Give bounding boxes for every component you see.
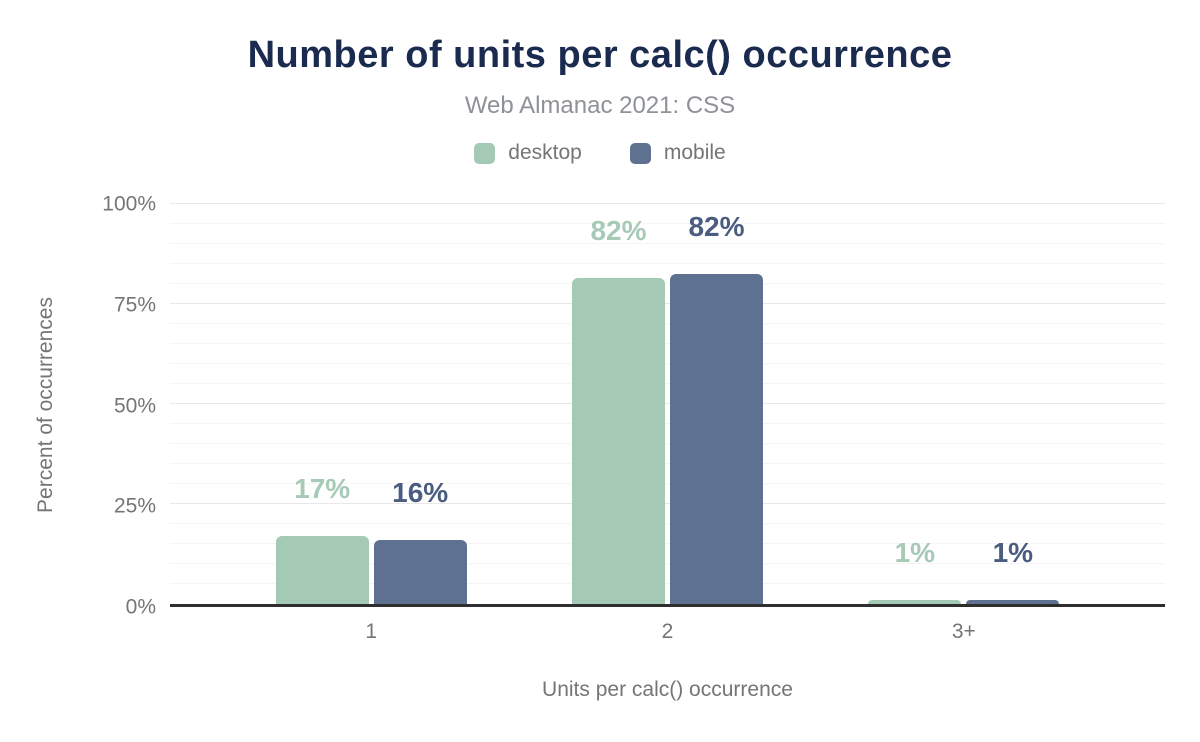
plot-area: 17% 16% 82% 82% 1% 1% bbox=[170, 203, 1165, 607]
minor-gridline-85 bbox=[170, 263, 1165, 264]
minor-gridline-15 bbox=[170, 543, 1165, 544]
desktop-bar-2 bbox=[571, 277, 665, 604]
minor-gridline-60 bbox=[170, 363, 1165, 364]
minor-gridline-40 bbox=[170, 443, 1165, 444]
desktop-bar-3+ bbox=[868, 600, 962, 604]
minor-gridline-80 bbox=[170, 283, 1165, 284]
minor-gridline-90 bbox=[170, 243, 1165, 244]
major-gridline-75 bbox=[170, 303, 1165, 304]
chart-subtitle: Web Almanac 2021: CSS bbox=[464, 92, 736, 119]
desktop-bar-column-3+: 1% bbox=[868, 204, 962, 604]
x-tick-3+: 3+ bbox=[951, 620, 976, 643]
desktop-bar-column-2: 82% bbox=[571, 204, 665, 604]
x-axis-title: Units per calc() occurrence bbox=[542, 678, 793, 701]
minor-gridline-65 bbox=[170, 343, 1165, 344]
y-axis-tick-labels: 0% 25% 50% 75% 100% bbox=[0, 194, 156, 618]
x-tick-1: 1 bbox=[365, 620, 377, 643]
desktop-bar-1 bbox=[275, 536, 369, 604]
minor-gridline-70 bbox=[170, 323, 1165, 324]
minor-gridline-10 bbox=[170, 563, 1165, 564]
y-tick-75: 75% bbox=[113, 293, 156, 317]
desktop-bar-column-1: 17% bbox=[275, 204, 369, 604]
mobile-value-label-2: 82% bbox=[688, 211, 745, 243]
minor-gridline-30 bbox=[170, 483, 1165, 484]
chart-title: Number of units per calc() occurrence bbox=[247, 34, 953, 76]
legend-item-desktop: desktop bbox=[474, 141, 582, 165]
major-gridline-100 bbox=[170, 203, 1165, 204]
mobile-value-label-1: 16% bbox=[392, 477, 449, 508]
minor-gridline-45 bbox=[170, 423, 1165, 424]
minor-gridline-35 bbox=[170, 463, 1165, 464]
bar-group-3+: 1% 1% bbox=[816, 204, 1112, 604]
desktop-swatch-icon bbox=[474, 142, 496, 164]
mobile-bar-2 bbox=[669, 274, 763, 604]
mobile-bar-column-1: 16% bbox=[373, 204, 467, 604]
desktop-value-label-2: 82% bbox=[590, 214, 647, 246]
mobile-bar-column-3+: 1% bbox=[966, 204, 1060, 604]
mobile-swatch-icon bbox=[629, 142, 651, 164]
bar-groups: 17% 16% 82% 82% 1% 1% bbox=[170, 204, 1165, 604]
legend-item-mobile: mobile bbox=[629, 141, 726, 165]
x-tick-2: 2 bbox=[661, 620, 674, 643]
mobile-bar-1 bbox=[373, 540, 467, 604]
minor-gridline-55 bbox=[170, 383, 1165, 384]
bar-group-2: 82% 82% bbox=[519, 204, 815, 604]
mobile-value-label-3+: 1% bbox=[992, 537, 1034, 568]
y-tick-25: 25% bbox=[113, 494, 156, 518]
minor-gridline-95 bbox=[170, 223, 1165, 224]
y-tick-50: 50% bbox=[113, 394, 156, 417]
legend-label-mobile: mobile bbox=[663, 141, 726, 164]
desktop-value-label-3+: 1% bbox=[894, 537, 936, 568]
minor-gridline-20 bbox=[170, 523, 1165, 524]
mobile-bar-column-2: 82% bbox=[669, 204, 763, 604]
y-tick-100: 100% bbox=[102, 192, 156, 216]
bar-group-1: 17% 16% bbox=[223, 204, 519, 604]
major-gridline-25 bbox=[170, 503, 1165, 504]
legend: desktop mobile bbox=[0, 141, 1200, 165]
y-tick-0: 0% bbox=[125, 595, 156, 619]
desktop-value-label-1: 17% bbox=[294, 473, 351, 504]
major-gridline-50 bbox=[170, 403, 1165, 404]
x-axis-tick-labels: 1 2 3+ bbox=[170, 620, 1165, 644]
legend-label-desktop: desktop bbox=[508, 141, 582, 164]
mobile-bar-3+ bbox=[966, 600, 1060, 604]
minor-gridline-5 bbox=[170, 583, 1165, 584]
